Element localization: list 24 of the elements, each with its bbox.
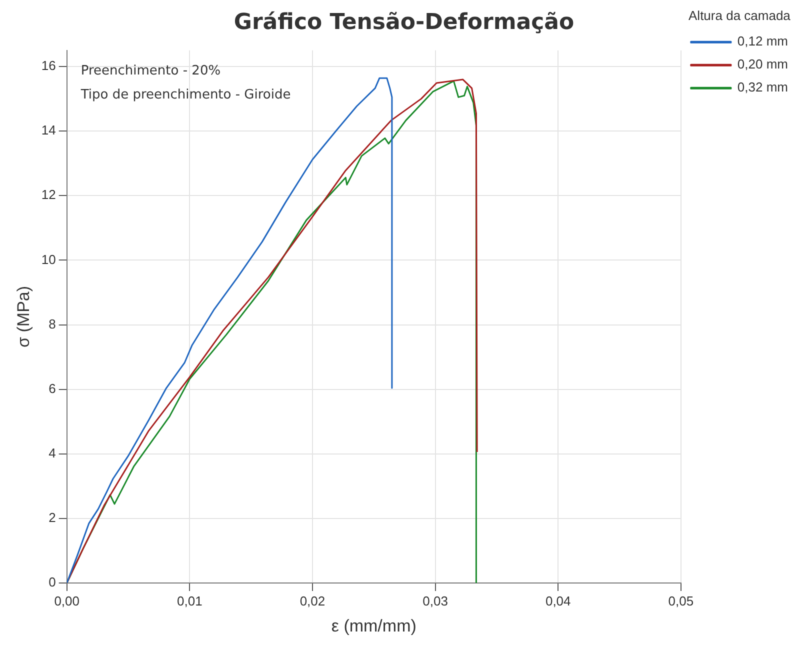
annotation: Preenchimento - 20% <box>80 63 221 78</box>
x-tick-label: 0,05 <box>668 593 694 608</box>
annotation: Tipo de preenchimento - Giroide <box>80 87 291 102</box>
y-tick-label: 14 <box>41 122 56 138</box>
legend-label: 0,12 mm <box>737 34 788 49</box>
y-tick-label: 16 <box>41 58 56 74</box>
x-axis-title: ε (mm/mm) <box>331 616 416 636</box>
legend-title: Altura da camada <box>688 8 792 24</box>
y-tick-label: 2 <box>48 510 56 526</box>
y-tick-label: 4 <box>48 445 56 460</box>
y-tick-label: 10 <box>41 252 56 267</box>
legend-label: 0,20 mm <box>737 56 788 72</box>
x-tick-label: 0,03 <box>422 593 448 608</box>
y-tick-label: 12 <box>41 187 56 202</box>
x-tick-label: 0,01 <box>177 593 202 608</box>
x-tick-label: 0,00 <box>54 593 80 608</box>
y-axis-title: σ (MPa) <box>14 286 33 348</box>
legend-label: 0,32 mm <box>737 80 788 95</box>
y-tick-label: 6 <box>48 380 56 396</box>
x-tick-label: 0,02 <box>300 593 326 608</box>
x-tick-label: 0,04 <box>545 593 571 608</box>
y-tick-label: 0 <box>48 574 56 590</box>
chart-title: Gráfico Tensão-Deformação <box>234 10 574 35</box>
y-tick-label: 8 <box>48 316 56 332</box>
